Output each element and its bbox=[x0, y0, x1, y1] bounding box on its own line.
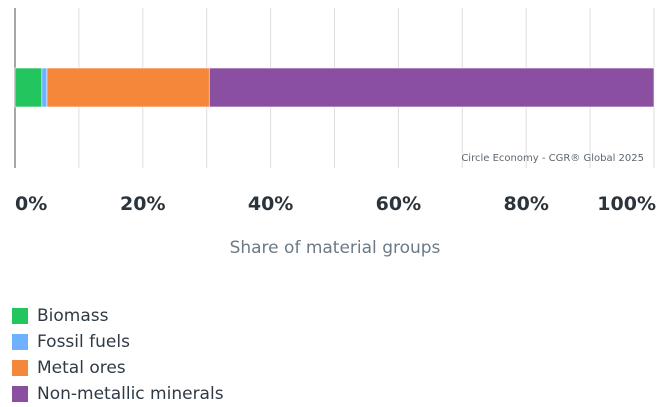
x-tick-label: 0% bbox=[15, 193, 47, 215]
legend-label: Biomass bbox=[37, 306, 109, 326]
legend-swatch bbox=[12, 386, 28, 402]
legend-label: Non-metallic minerals bbox=[37, 384, 224, 404]
legend: Biomass Fossil fuels Metal ores Non-metalli… bbox=[12, 303, 224, 407]
x-tick-label: 100% bbox=[597, 193, 656, 215]
stacked-bar-chart: 0% 20% 40% 60% 80% 100% bbox=[14, 8, 656, 215]
legend-item: Biomass bbox=[12, 303, 224, 329]
x-axis-label: Share of material groups bbox=[229, 238, 441, 258]
x-tick-label: 60% bbox=[376, 193, 421, 215]
chart-area: 0% 20% 40% 60% 80% 100% Circle Economy - CGR®… bbox=[14, 8, 656, 258]
bar-segment-3 bbox=[46, 67, 210, 108]
bar-segment-4 bbox=[208, 67, 655, 108]
legend-item: Metal ores bbox=[12, 355, 224, 381]
legend-item: Non-metallic minerals bbox=[12, 381, 224, 407]
x-tick-label: 80% bbox=[503, 193, 548, 215]
bar-segment-1 bbox=[14, 67, 43, 108]
bar-segment-2 bbox=[41, 67, 48, 108]
x-tick-label: 40% bbox=[248, 193, 293, 215]
legend-label: Fossil fuels bbox=[37, 332, 130, 352]
legend-swatch bbox=[12, 334, 28, 350]
legend-swatch bbox=[12, 308, 28, 324]
legend-item: Fossil fuels bbox=[12, 329, 224, 355]
legend-swatch bbox=[12, 360, 28, 376]
legend-label: Metal ores bbox=[37, 358, 126, 378]
source-credit: Circle Economy - CGR® Global 2025 bbox=[461, 153, 644, 164]
x-tick-label: 20% bbox=[120, 193, 165, 215]
